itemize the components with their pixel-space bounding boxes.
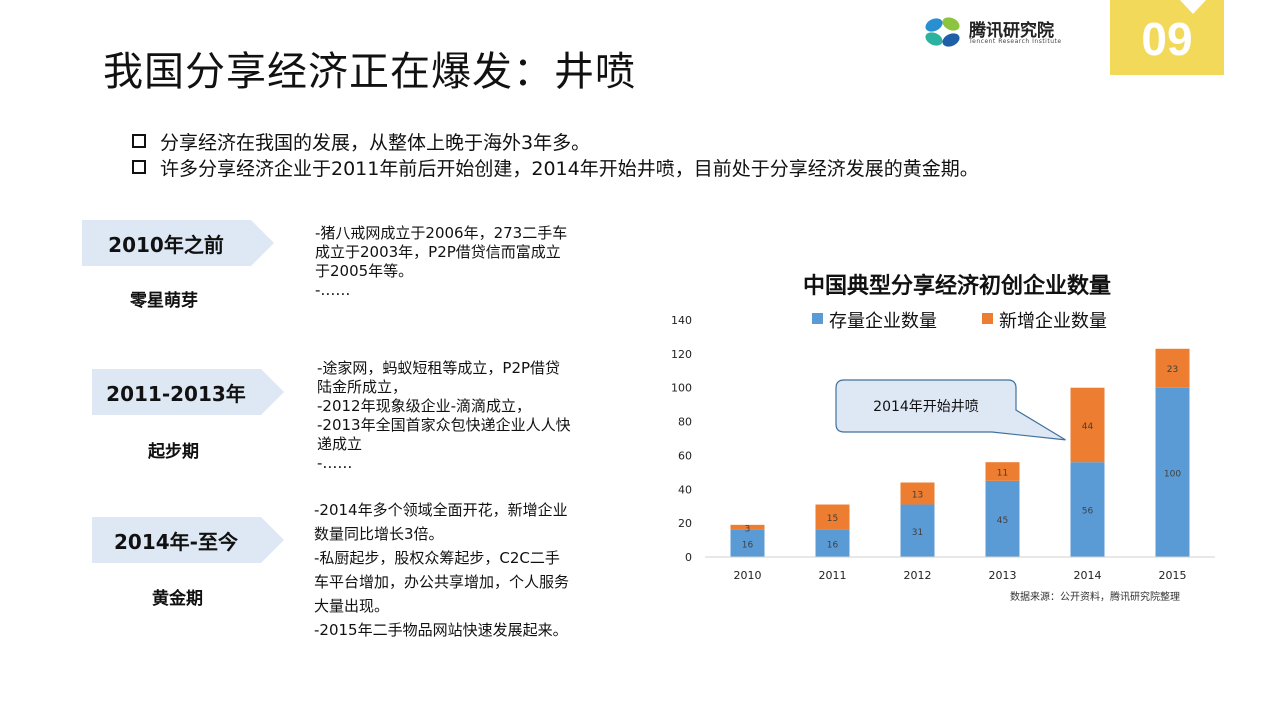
page-number: 09 xyxy=(1141,13,1193,65)
description-line: -…… xyxy=(317,454,353,472)
description-line: -猪八戒网成立于2006年，273二手车 xyxy=(315,224,568,242)
chart-title: 中国典型分享经济初创企业数量 xyxy=(803,273,1111,299)
x-tick-label: 2011 xyxy=(819,569,847,582)
description-line: 于2005年等。 xyxy=(315,262,414,280)
y-tick-label: 120 xyxy=(671,348,692,361)
description-line: 成立于2003年，P2P借贷信而富成立 xyxy=(315,243,561,261)
bar-segment xyxy=(985,462,1020,481)
square-bullet-icon xyxy=(132,134,146,148)
callout-text: 2014年开始井喷 xyxy=(873,399,979,415)
chart-bars: 16 3 16 15 31 13 45 11 56 44 100 23 xyxy=(730,348,1190,557)
bullet-item: 许多分享经济企业于2011年前后开始创建，2014年开始井喷，目前处于分享经济发… xyxy=(132,154,979,180)
y-tick-label: 40 xyxy=(678,483,692,496)
logo-name: 腾讯研究院 xyxy=(969,21,1054,41)
chart-legend: 存量企业数量 新增企业数量 xyxy=(812,311,1107,332)
bar-value-label: 44 xyxy=(1082,422,1094,432)
bar-value-label: 56 xyxy=(1082,507,1094,517)
x-tick-label: 2013 xyxy=(989,569,1017,582)
logo-mark-icon xyxy=(925,17,960,47)
description-line: -私厨起步，股权众筹起步，C2C二手 xyxy=(314,549,560,567)
bar-segment xyxy=(1070,462,1105,557)
stage-name: 零星萌芽 xyxy=(130,291,198,311)
stage-name: 黄金期 xyxy=(152,589,203,609)
x-axis: 2010 2011 2012 2013 2014 2015 xyxy=(705,556,1215,582)
y-axis: 0 20 40 60 80 100 120 140 xyxy=(671,314,692,564)
badge-notch-icon xyxy=(1180,0,1206,14)
bullet-list: 分享经济在我国的发展，从整体上晚于海外3年多。 许多分享经济企业于2011年前后… xyxy=(132,128,979,180)
bar-segment xyxy=(1155,387,1190,557)
x-tick-label: 2012 xyxy=(904,569,932,582)
legend-swatch xyxy=(812,313,823,324)
description-line: 车平台增加，办公共享增加，个人服务 xyxy=(314,573,570,591)
bar-value-label: 100 xyxy=(1164,469,1181,479)
description-line: 递成立 xyxy=(317,435,363,453)
square-bullet-icon xyxy=(132,160,146,174)
stage-period-arrow: 2014年-至今 xyxy=(92,517,284,563)
bar-segment xyxy=(730,529,765,557)
bullet-item: 分享经济在我国的发展，从整体上晚于海外3年多。 xyxy=(132,128,979,154)
bar-value-label: 15 xyxy=(827,514,838,524)
x-tick-label: 2015 xyxy=(1159,569,1187,582)
bar-segment xyxy=(1155,348,1190,388)
y-tick-label: 0 xyxy=(685,551,692,564)
bar-value-label: 23 xyxy=(1167,365,1178,375)
tencent-research-logo: 腾讯研究院 Tencent Research Institute xyxy=(921,14,1081,50)
page-number-badge: 09 xyxy=(1110,0,1224,75)
bar-value-label: 16 xyxy=(827,540,839,550)
description-line: 数量同比增长3倍。 xyxy=(314,525,444,543)
y-tick-label: 20 xyxy=(678,517,692,530)
bar-value-label: 13 xyxy=(912,491,923,501)
bar-value-label: 16 xyxy=(742,540,754,550)
x-tick-label: 2010 xyxy=(734,569,762,582)
bar-segment xyxy=(985,480,1020,557)
description-line: -2014年多个领域全面开花，新增企业 xyxy=(314,501,568,519)
stage-period-arrow: 2011-2013年 xyxy=(92,369,284,415)
legend-swatch xyxy=(982,313,993,324)
stage-description: -2014年多个领域全面开花，新增企业 数量同比增长3倍。 -私厨起步，股权众筹… xyxy=(314,498,569,642)
bar-segment xyxy=(730,524,765,530)
chart-source: 数据来源：公开资料，腾讯研究院整理 xyxy=(1010,590,1180,603)
y-tick-label: 140 xyxy=(671,314,692,327)
stage-description: -猪八戒网成立于2006年，273二手车 成立于2003年，P2P借贷信而富成立… xyxy=(315,224,567,300)
legend-label: 存量企业数量 xyxy=(829,311,937,332)
description-line: -2013年全国首家众包快递企业人人快 xyxy=(317,416,571,434)
stage-period-arrow: 2010年之前 xyxy=(82,220,274,266)
logo-subtitle: Tencent Research Institute xyxy=(969,38,1062,45)
bar-segment xyxy=(900,504,935,557)
legend-label: 新增企业数量 xyxy=(999,311,1107,332)
description-line: 大量出现。 xyxy=(314,597,390,615)
description-line: -…… xyxy=(315,281,351,299)
stage-period-label: 2014年-至今 xyxy=(114,529,238,554)
callout-bubble xyxy=(835,379,1066,441)
bullet-text: 分享经济在我国的发展，从整体上晚于海外3年多。 xyxy=(160,131,591,154)
stage-period-label: 2011-2013年 xyxy=(106,381,246,406)
page-title: 我国分享经济正在爆发：井喷 xyxy=(103,49,636,95)
bar-segment xyxy=(900,482,935,505)
y-tick-label: 60 xyxy=(678,449,692,462)
description-line: -途家网，蚂蚁短租等成立，P2P借贷 xyxy=(317,359,561,377)
bar-segment xyxy=(815,529,850,557)
description-line: -2012年现象级企业-滴滴成立， xyxy=(317,397,532,415)
bar-value-label: 3 xyxy=(745,524,751,534)
stage-name: 起步期 xyxy=(148,442,199,462)
bar-segment xyxy=(1070,387,1105,463)
y-tick-label: 80 xyxy=(678,416,692,429)
description-line: 陆金所成立， xyxy=(317,378,408,396)
bullet-text: 许多分享经济企业于2011年前后开始创建，2014年开始井喷，目前处于分享经济发… xyxy=(160,157,979,180)
description-line: -2015年二手物品网站快速发展起来。 xyxy=(314,621,568,639)
x-tick-label: 2014 xyxy=(1074,569,1102,582)
stage-description: -途家网，蚂蚁短租等成立，P2P借贷 陆金所成立， -2012年现象级企业-滴滴… xyxy=(317,359,571,473)
bar-value-label: 11 xyxy=(997,469,1008,479)
stage-period-label: 2010年之前 xyxy=(108,232,224,257)
bar-value-label: 45 xyxy=(997,516,1008,526)
bar-value-label: 31 xyxy=(912,528,923,538)
bar-segment xyxy=(815,504,850,530)
y-tick-label: 100 xyxy=(671,382,692,395)
chart-callout: 2014年开始井喷 xyxy=(835,379,1066,441)
